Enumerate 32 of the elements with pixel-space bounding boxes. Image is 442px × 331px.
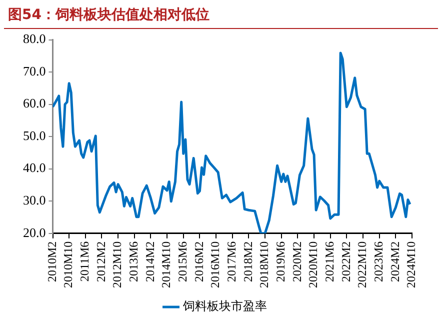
x-tick-label: 2023M6	[371, 241, 386, 282]
x-tick-label: 2016M10	[208, 241, 222, 288]
y-tick-label: 70.0	[23, 63, 46, 78]
x-tick-label: 2020M10	[306, 241, 320, 288]
x-tick-label: 2019M6	[274, 241, 288, 282]
x-tick-label: 2010M2	[44, 241, 59, 282]
x-tick-label: 2022M10	[355, 241, 370, 288]
x-tick-label: 2022M2	[338, 241, 353, 282]
y-tick-label: 30.0	[23, 192, 46, 208]
x-tick-label: 2018M2	[240, 241, 255, 282]
y-tick-label: 60.0	[23, 96, 46, 111]
x-tick-label: 2016M2	[192, 241, 206, 282]
legend-label: 饲料板块市盈率	[182, 299, 267, 314]
x-tick-label: 2021M6	[322, 241, 337, 282]
x-tick-label: 2024M2	[388, 241, 402, 282]
x-tick-label: 2010M10	[61, 241, 76, 288]
x-tick-label: 2014M2	[142, 241, 157, 282]
chart-title: 图54：饲料板块估值处相对低位	[4, 0, 438, 29]
x-tick-label: 2012M2	[94, 241, 108, 282]
x-tick-label: 2020M2	[290, 241, 304, 282]
x-tick-label: 2011M6	[78, 241, 92, 282]
x-tick-label: 2015M6	[176, 241, 190, 282]
y-tick-label: 20.0	[23, 224, 46, 240]
y-tick-label: 40.0	[23, 160, 46, 176]
x-tick-label: 2012M10	[110, 241, 124, 288]
x-tick-label: 2018M10	[257, 241, 272, 288]
x-tick-label: 2024M10	[404, 241, 418, 288]
x-tick-label: 2013M6	[126, 241, 141, 282]
x-tick-label: 2014M10	[159, 241, 174, 288]
y-tick-label: 50.0	[23, 128, 46, 143]
y-tick-label: 80.0	[23, 31, 46, 46]
x-tick-label: 2017M6	[224, 241, 239, 282]
